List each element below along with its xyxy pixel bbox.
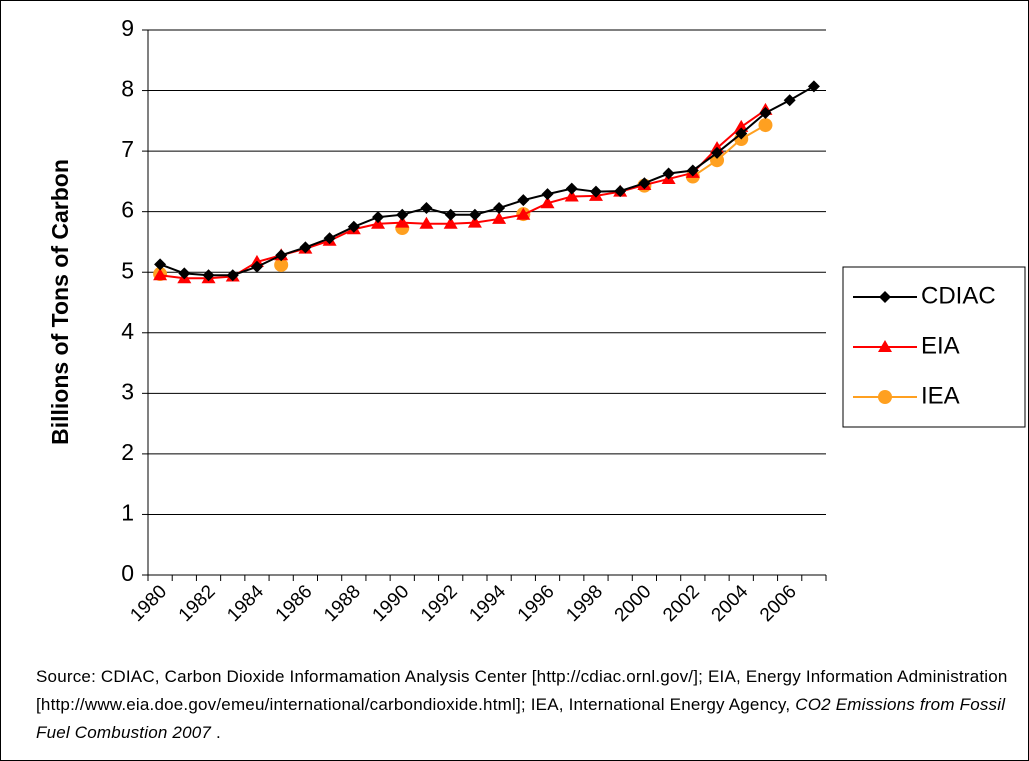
marker — [734, 119, 749, 132]
marker — [395, 215, 410, 228]
marker — [347, 220, 360, 233]
marker — [275, 249, 288, 262]
y-tick-label: 3 — [121, 378, 134, 404]
marker — [323, 232, 336, 245]
marker — [372, 211, 385, 224]
x-tick-label: 1980 — [126, 581, 171, 626]
y-tick-label: 0 — [121, 560, 134, 586]
x-tick-label: 1998 — [562, 581, 607, 626]
marker — [638, 177, 651, 190]
y-tick-label: 4 — [121, 318, 134, 344]
marker — [759, 106, 772, 119]
marker — [396, 208, 409, 221]
x-tick-label: 1996 — [514, 581, 559, 626]
source-title: CO2 Emissions from Fossil Fuel Combustio… — [36, 695, 1006, 742]
marker — [202, 269, 215, 282]
marker — [614, 185, 627, 198]
x-tick-label: 1990 — [369, 581, 414, 626]
legend-label: IEA — [921, 382, 960, 409]
marker — [178, 267, 191, 280]
source-end: . — [211, 723, 221, 742]
marker — [444, 208, 457, 221]
marker — [686, 164, 699, 177]
marker — [879, 291, 891, 303]
source-note: Source: CDIAC, Carbon Dioxide Informamat… — [36, 663, 1011, 747]
marker — [153, 268, 168, 281]
marker — [467, 215, 482, 228]
marker — [758, 118, 773, 133]
y-tick-label: 6 — [121, 197, 134, 223]
marker — [492, 211, 507, 224]
marker — [299, 241, 312, 254]
marker — [516, 207, 531, 220]
series-line — [159, 109, 767, 280]
marker — [154, 258, 167, 271]
x-tick-label: 2006 — [756, 581, 801, 626]
marker — [589, 185, 602, 198]
y-tick-label: 1 — [121, 500, 134, 526]
y-tick-label: 7 — [121, 136, 134, 162]
marker — [419, 216, 434, 229]
series-line — [692, 124, 766, 178]
x-tick-label: 1988 — [320, 581, 365, 626]
legend: CDIAC EIA IEA — [842, 266, 1026, 428]
marker — [878, 390, 892, 404]
x-tick-label: 2002 — [659, 581, 704, 626]
series-line — [159, 85, 815, 277]
x-tick-label: 1986 — [272, 581, 317, 626]
marker — [420, 202, 433, 215]
y-axis-label: Billions of Tons of Carbon — [47, 159, 73, 445]
marker — [783, 94, 796, 107]
x-tick-label: 1982 — [175, 581, 220, 626]
marker — [662, 167, 675, 180]
marker — [250, 260, 263, 273]
marker — [878, 340, 892, 352]
x-tick-label: 1994 — [465, 581, 510, 626]
marker — [443, 216, 458, 229]
x-tick-label: 1992 — [417, 581, 462, 626]
marker — [517, 194, 530, 207]
y-tick-label: 8 — [121, 76, 134, 102]
marker — [540, 196, 555, 209]
marker — [807, 80, 820, 93]
y-tick-label: 5 — [121, 257, 134, 283]
marker — [735, 127, 748, 140]
y-tick-label: 9 — [121, 15, 134, 41]
marker — [564, 189, 579, 202]
y-tick-label: 2 — [121, 439, 134, 465]
marker — [565, 182, 578, 195]
x-tick-label: 2004 — [708, 581, 753, 626]
legend-label: EIA — [921, 332, 960, 359]
marker — [493, 202, 506, 215]
source-text: Source: CDIAC, Carbon Dioxide Informamat… — [36, 667, 1008, 714]
marker — [541, 188, 554, 201]
legend-label: CDIAC — [921, 282, 996, 309]
marker — [226, 269, 239, 282]
x-tick-label: 2000 — [611, 581, 656, 626]
marker — [468, 208, 481, 221]
x-tick-label: 1984 — [223, 581, 268, 626]
marker — [274, 257, 289, 272]
marker — [711, 146, 724, 159]
